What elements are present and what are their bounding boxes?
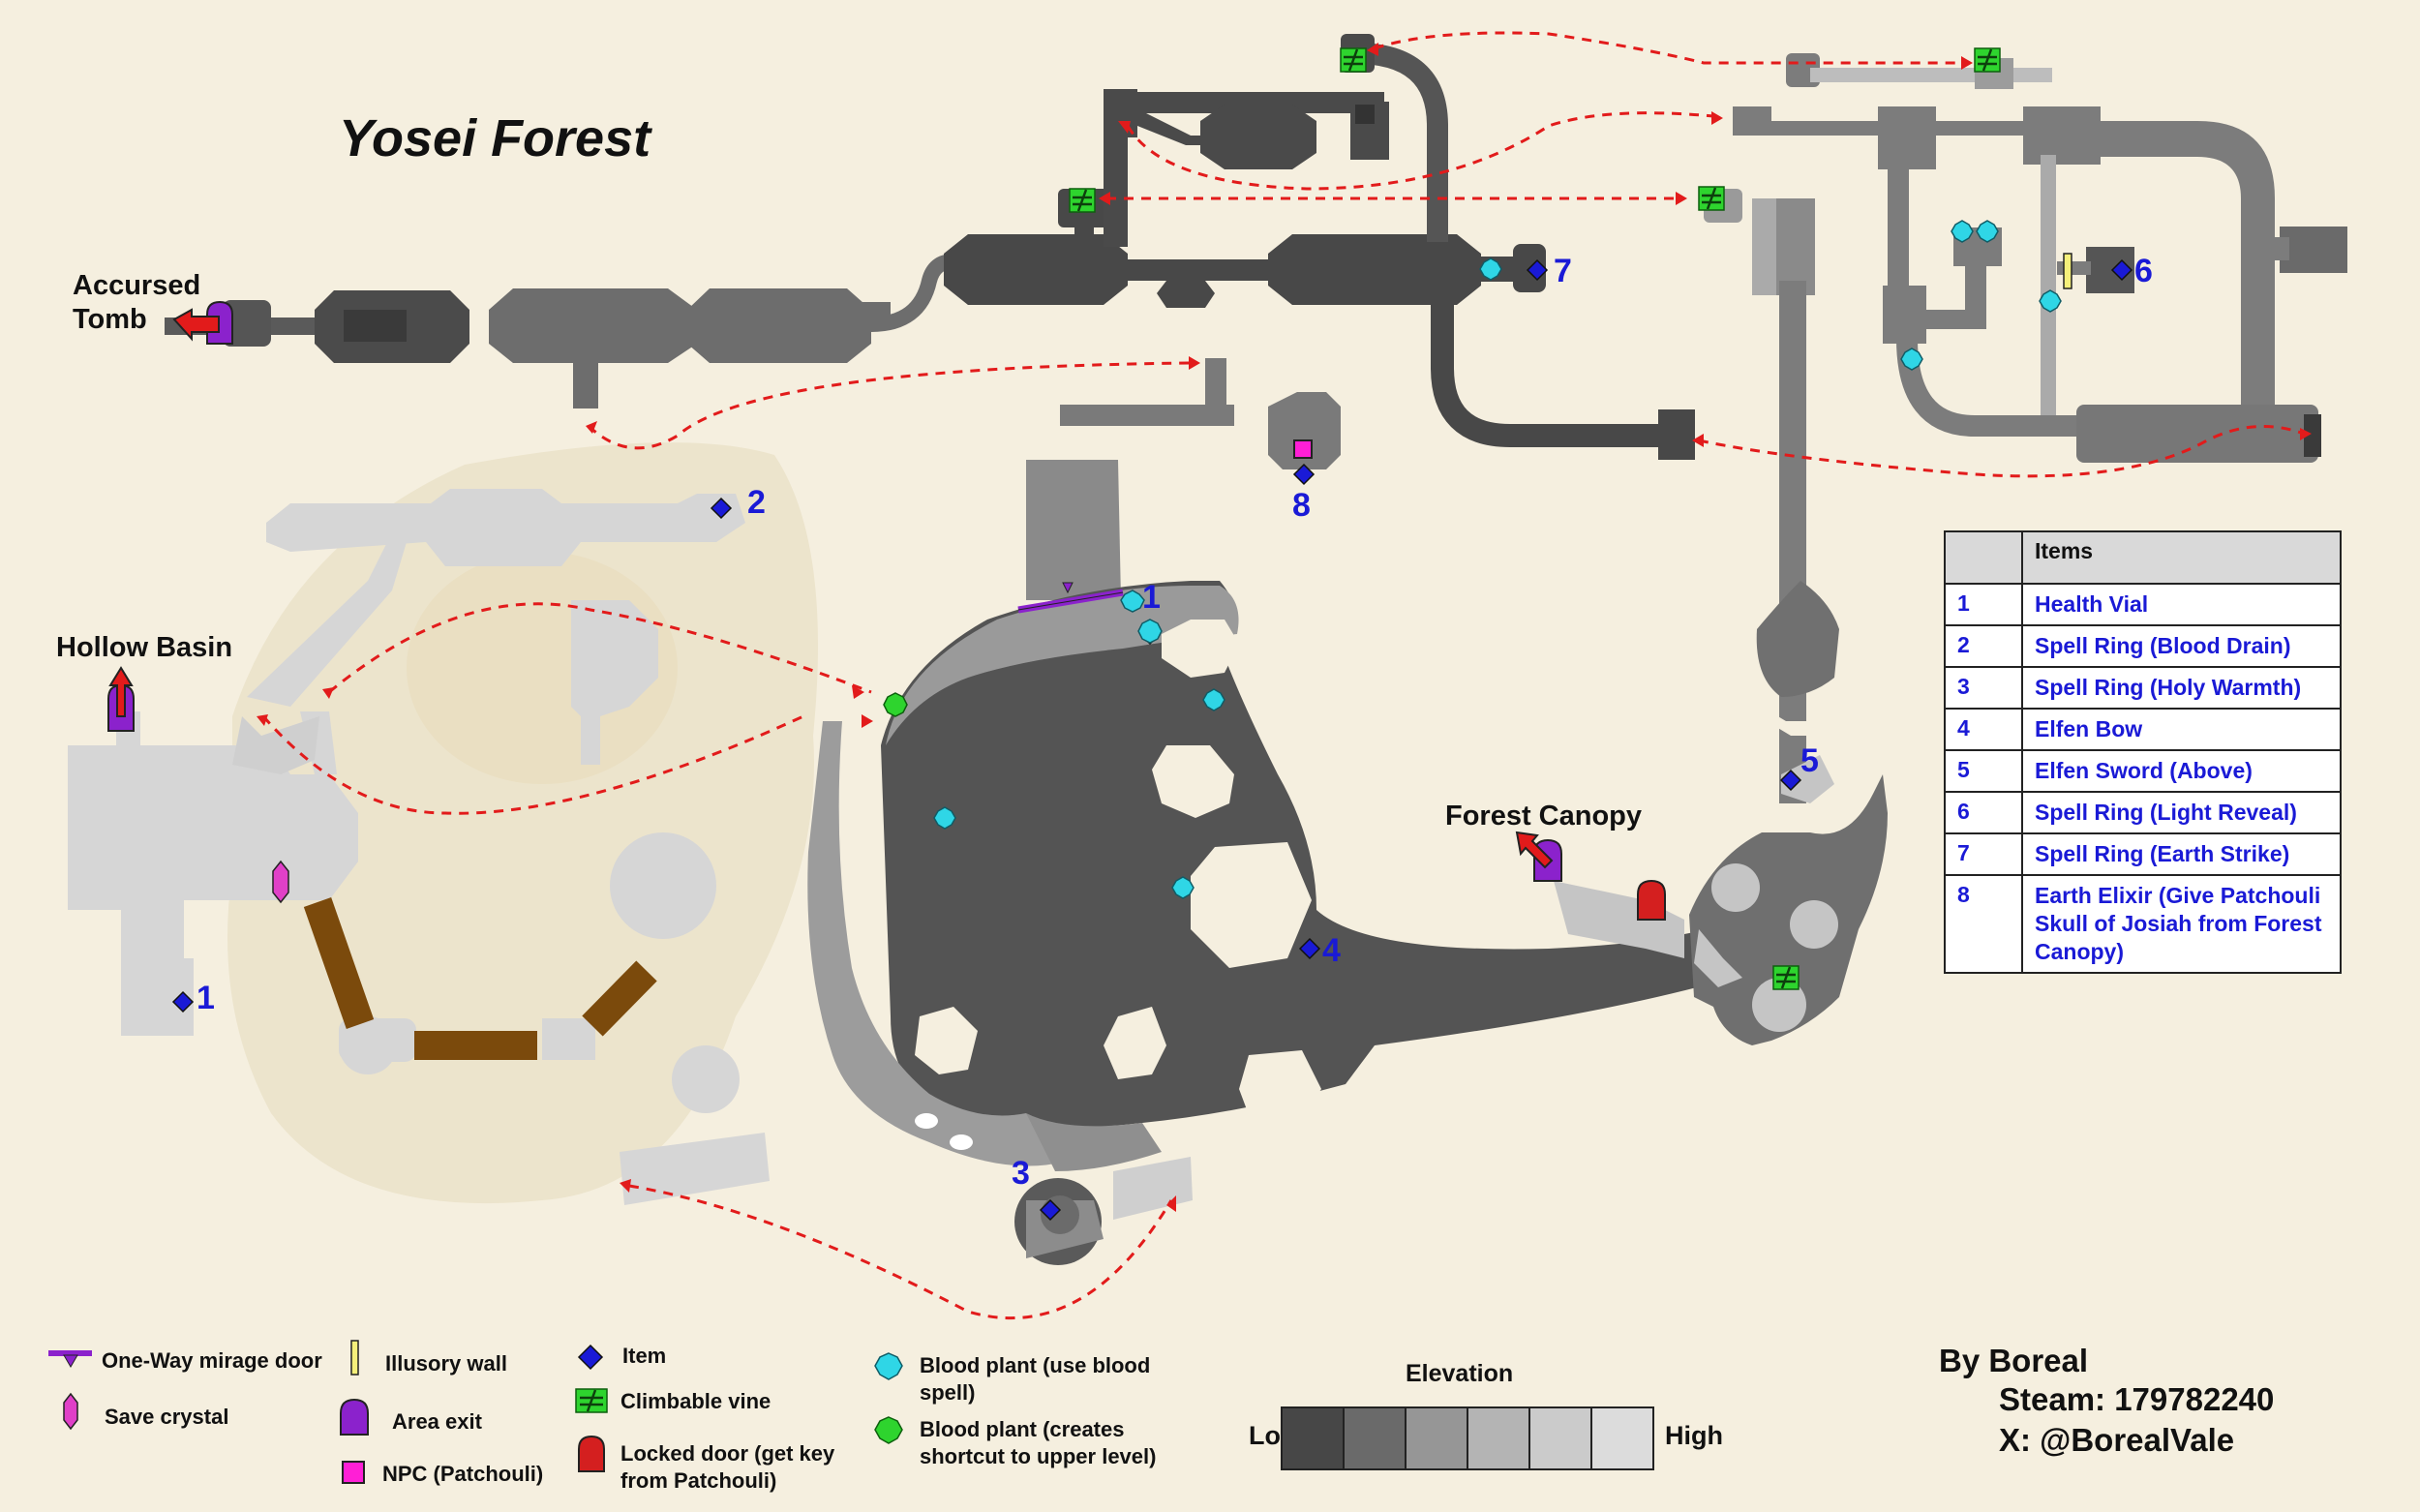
marker-1-top: 1 (1142, 579, 1161, 616)
legend-vine-label: Climbable vine (620, 1389, 771, 1413)
table-row: 1 Health Vial (1944, 583, 2342, 626)
item-number: 8 (1944, 874, 2023, 974)
area-label-hollow-basin: Hollow Basin (56, 632, 233, 663)
item-number: 4 (1944, 708, 2023, 751)
item-number: 1 (1944, 583, 2023, 626)
npc-patchouli[interactable] (1293, 439, 1313, 459)
legend-locked-label: Locked door (get key from Patchouli) (620, 1441, 835, 1493)
elevation-swatch (1283, 1408, 1345, 1468)
area-label-forest-canopy: Forest Canopy (1445, 801, 1643, 832)
marker-2: 2 (747, 484, 766, 521)
marker-8: 8 (1292, 487, 1311, 524)
item-name: Health Vial (2021, 583, 2342, 626)
elevation-swatch (1592, 1408, 1652, 1468)
area-exit-hollow-basin[interactable] (107, 666, 135, 732)
climbable-vines[interactable] (1069, 47, 2001, 990)
travel-arrows (261, 31, 2305, 1320)
arrow-heads (257, 43, 2312, 1212)
credit-author: By Boreal (1939, 1343, 2089, 1378)
marker-3: 3 (1012, 1155, 1030, 1192)
marker-7: 7 (1554, 253, 1572, 289)
legend-save-icon (63, 1392, 78, 1431)
legend-icons (48, 1340, 903, 1484)
wooden-bridges (303, 897, 657, 1060)
top-corridor (1104, 34, 1448, 247)
item-name: Elfen Sword (Above) (2021, 749, 2342, 793)
item-name: Spell Ring (Light Reveal) (2021, 791, 2342, 834)
elevation-scale (1281, 1406, 1654, 1470)
hollow-basin-region (68, 489, 770, 1205)
one-way-mirage-door[interactable] (1017, 582, 1124, 614)
legend-vine-icon (575, 1388, 608, 1413)
locked-door[interactable] (1637, 879, 1666, 921)
marker-1-basin: 1 (197, 980, 215, 1016)
illusory-wall[interactable] (2063, 253, 2072, 289)
legend-blood-shortcut-label: Blood plant (creates shortcut to upper l… (920, 1417, 1157, 1468)
table-row: 8 Earth Elixir (Give Patchouli Skull of J… (1944, 874, 2342, 974)
legend-save-label: Save crystal (105, 1405, 229, 1429)
legend-exit-label: Area exit (392, 1409, 482, 1434)
elevation-swatch (1468, 1408, 1530, 1468)
legend-blood-spell-label: Blood plant (use blood spell) (920, 1353, 1151, 1405)
blood-plants[interactable] (933, 220, 2062, 899)
central-cave (807, 358, 1888, 1265)
legend-one-way-label: One-Way mirage door (102, 1348, 322, 1373)
save-crystal[interactable] (272, 860, 289, 904)
elevation-high-label: High (1665, 1421, 1723, 1450)
table-row: 2 Spell Ring (Blood Drain) (1944, 624, 2342, 668)
legend-npc-label: NPC (Patchouli) (382, 1462, 544, 1486)
area-label-accursed-tomb: Accursed Tomb (73, 270, 201, 335)
table-row: 6 Spell Ring (Light Reveal) (1944, 791, 2342, 834)
area-exit-accursed-tomb[interactable] (172, 300, 233, 345)
legend-item-icon (577, 1344, 604, 1371)
table-row: 7 Spell Ring (Earth Strike) (1944, 832, 2342, 876)
items-table-header: Items (2021, 530, 2342, 585)
elevation-title: Elevation (1406, 1360, 1514, 1387)
item-number: 2 (1944, 624, 2023, 668)
marker-5: 5 (1800, 742, 1819, 779)
marker-6: 6 (2134, 253, 2153, 289)
item-name: Spell Ring (Earth Strike) (2021, 832, 2342, 876)
items-table: Items 1 Health Vial 2 Spell Ring (Blood Dr… (1944, 530, 2342, 974)
item-name: Elfen Bow (2021, 708, 2342, 751)
map-title: Yosei Forest (339, 109, 651, 167)
upper-corridor (165, 254, 954, 408)
items-table-header-row: Items (1944, 530, 2342, 585)
item-name: Earth Elixir (Give Patchouli Skull of Jo… (2021, 874, 2342, 974)
legend-illusory-icon (350, 1340, 359, 1376)
credit-steam: Steam: 179782240 (1999, 1381, 2275, 1417)
item-name: Spell Ring (Holy Warmth) (2021, 666, 2342, 710)
legend-blood-spell-icon (874, 1352, 903, 1380)
legend-illusory-label: Illusory wall (385, 1351, 507, 1376)
table-row: 4 Elfen Bow (1944, 708, 2342, 751)
elevation-swatch (1407, 1408, 1468, 1468)
legend-exit-icon (340, 1398, 369, 1436)
items-table-corner (1944, 530, 2023, 585)
item-name: Spell Ring (Blood Drain) (2021, 624, 2342, 668)
elevation-swatch (1530, 1408, 1592, 1468)
item-number: 7 (1944, 832, 2023, 876)
legend-npc-icon (342, 1461, 365, 1484)
item-number: 5 (1944, 749, 2023, 793)
table-row: 3 Spell Ring (Holy Warmth) (1944, 666, 2342, 710)
legend-one-way-icon (48, 1350, 92, 1368)
blood-plant-shortcut[interactable] (883, 692, 908, 717)
legend-item-label: Item (622, 1344, 667, 1368)
item-number: 3 (1944, 666, 2023, 710)
area-exit-forest-canopy[interactable] (1515, 831, 1562, 882)
credit-x: X: @BorealVale (1999, 1422, 2235, 1458)
item-number: 6 (1944, 791, 2023, 834)
legend-locked-icon (578, 1435, 605, 1472)
elevation-swatch (1345, 1408, 1407, 1468)
table-row: 5 Elfen Sword (Above) (1944, 749, 2342, 793)
mid-corridor (944, 189, 1695, 460)
marker-4: 4 (1322, 932, 1341, 969)
legend-blood-shortcut-icon (874, 1416, 903, 1444)
